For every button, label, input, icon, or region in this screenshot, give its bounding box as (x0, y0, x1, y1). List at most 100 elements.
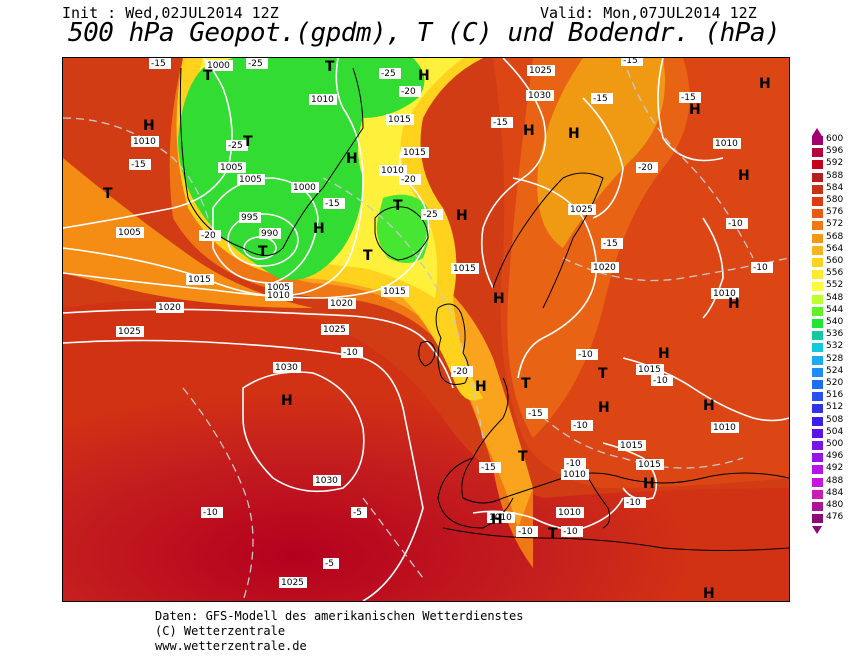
svg-text:1000: 1000 (293, 183, 316, 193)
svg-text:1030: 1030 (528, 91, 551, 101)
legend-swatch (812, 514, 823, 524)
europe-coast (461, 377, 789, 504)
legend-entry: 580 (812, 195, 848, 206)
legend-label: 508 (826, 414, 844, 425)
legend-label: 540 (826, 317, 844, 327)
isobar-1010-nw (657, 58, 724, 162)
high-pressure-marker: H (313, 221, 325, 237)
svg-text:-10: -10 (578, 350, 593, 360)
high-pressure-marker: H (759, 76, 771, 92)
footer-data-source: Daten: GFS-Modell des amerikanischen Wet… (155, 609, 524, 623)
isobar-label: 1025 (568, 204, 596, 215)
low-pressure-marker: T (598, 366, 608, 382)
svg-text:1010: 1010 (715, 139, 738, 149)
greenland-coast (179, 67, 364, 256)
temperature-labels: -15 -25 -25 -20 -15 -25 -20 -15 -20 -25 -10 -20 -15 -… (129, 58, 773, 569)
svg-text:-10: -10 (653, 376, 668, 386)
svg-text:1015: 1015 (403, 148, 426, 158)
svg-text:-15: -15 (493, 118, 508, 128)
legend-entry: 504 (812, 427, 848, 438)
svg-text:-10: -10 (626, 498, 641, 508)
legend-label: 588 (826, 170, 844, 181)
svg-text:1025: 1025 (281, 578, 304, 588)
isobar-1015 (63, 147, 430, 299)
legend-entry: 576 (812, 208, 848, 219)
isotherm-label: -10 (561, 526, 583, 537)
svg-text:-25: -25 (423, 210, 438, 220)
isotherm-label: -10 (576, 349, 598, 360)
isobar-label: 1025 (527, 65, 555, 76)
svg-text:995: 995 (241, 213, 258, 223)
high-pressure-marker: H (491, 512, 503, 528)
legend-swatch (812, 136, 823, 145)
isotherm-label: -10 (516, 526, 538, 537)
legend-swatch (812, 489, 823, 499)
isobar-label: 1010 (265, 290, 293, 301)
isobar-label: 995 (239, 212, 261, 223)
low-pressure-marker: T (325, 59, 335, 75)
isotherm-label: -15 (479, 462, 501, 473)
svg-text:1005: 1005 (239, 175, 262, 185)
high-pressure-marker: H (523, 123, 535, 139)
legend-swatch (812, 221, 823, 231)
svg-text:-20: -20 (638, 163, 653, 173)
svg-text:1010: 1010 (381, 166, 404, 176)
isotherm-label: -20 (451, 366, 473, 377)
low-pressure-marker: T (258, 244, 268, 260)
isotherm-label: -25 (246, 58, 268, 69)
legend-entry: 476 (812, 513, 848, 524)
isobar-label: 1010 (379, 165, 407, 176)
isotherm-label: -15 (591, 93, 613, 104)
high-pressure-marker: H (346, 151, 358, 167)
geopotential-band-572-west (63, 58, 533, 568)
legend-swatch (812, 367, 823, 377)
svg-text:1005: 1005 (220, 163, 243, 173)
isotherm-label: -10 (651, 375, 673, 386)
legend-entry: 528 (812, 354, 848, 365)
isotherm-label: -15 (601, 238, 623, 249)
legend-entry: 496 (812, 452, 848, 463)
legend-entry: 548 (812, 293, 848, 304)
legend-label: 556 (826, 268, 844, 279)
svg-text:-15: -15 (131, 160, 146, 170)
isobar-label: 1015 (401, 147, 429, 158)
pressure-labels: 1000101010101005100510009959901005101510… (116, 60, 741, 588)
svg-text:1015: 1015 (638, 365, 661, 375)
isotherm-label: -10 (751, 262, 773, 273)
legend-entry: 560 (812, 257, 848, 267)
footer-website-link[interactable]: www.wetterzentrale.de (155, 639, 307, 653)
isobar-label: 1000 (291, 182, 319, 193)
svg-text:1025: 1025 (529, 66, 552, 76)
legend-label: 580 (826, 195, 844, 205)
svg-text:1005: 1005 (118, 228, 141, 238)
legend-swatch (812, 355, 823, 365)
legend-entry: 524 (812, 366, 848, 377)
isotherm-label: -10 (571, 420, 593, 431)
low-pressure-marker: T (203, 68, 213, 84)
high-pressure-marker: H (568, 126, 580, 142)
svg-text:-10: -10 (343, 348, 358, 358)
legend-swatch (812, 465, 823, 475)
svg-text:-20: -20 (401, 175, 416, 185)
legend-label: 488 (826, 475, 844, 486)
svg-text:1010: 1010 (558, 508, 581, 518)
legend-swatch (812, 282, 823, 292)
isotherm-label: -15 (129, 159, 151, 170)
legend-label: 592 (826, 158, 844, 169)
isobar-label: 1010 (309, 94, 337, 105)
legend-swatch (812, 441, 823, 450)
high-pressure-marker: H (281, 393, 293, 409)
legend-label: 516 (826, 390, 844, 401)
low-pressure-marker: T (103, 186, 113, 202)
legend-entry: 500 (812, 440, 848, 450)
isobar-label: 1020 (591, 262, 619, 273)
init-time-label: Init : Wed,02JUL2014 12Z (62, 4, 279, 22)
legend-label: 544 (826, 304, 844, 315)
svg-text:1015: 1015 (188, 275, 211, 285)
isobar-label: 1015 (186, 274, 214, 285)
legend-swatch (812, 209, 823, 219)
legend-swatch (812, 184, 823, 194)
svg-text:-10: -10 (573, 421, 588, 431)
isotherm-label: -20 (636, 162, 658, 173)
isobar-label: 1025 (279, 577, 307, 588)
